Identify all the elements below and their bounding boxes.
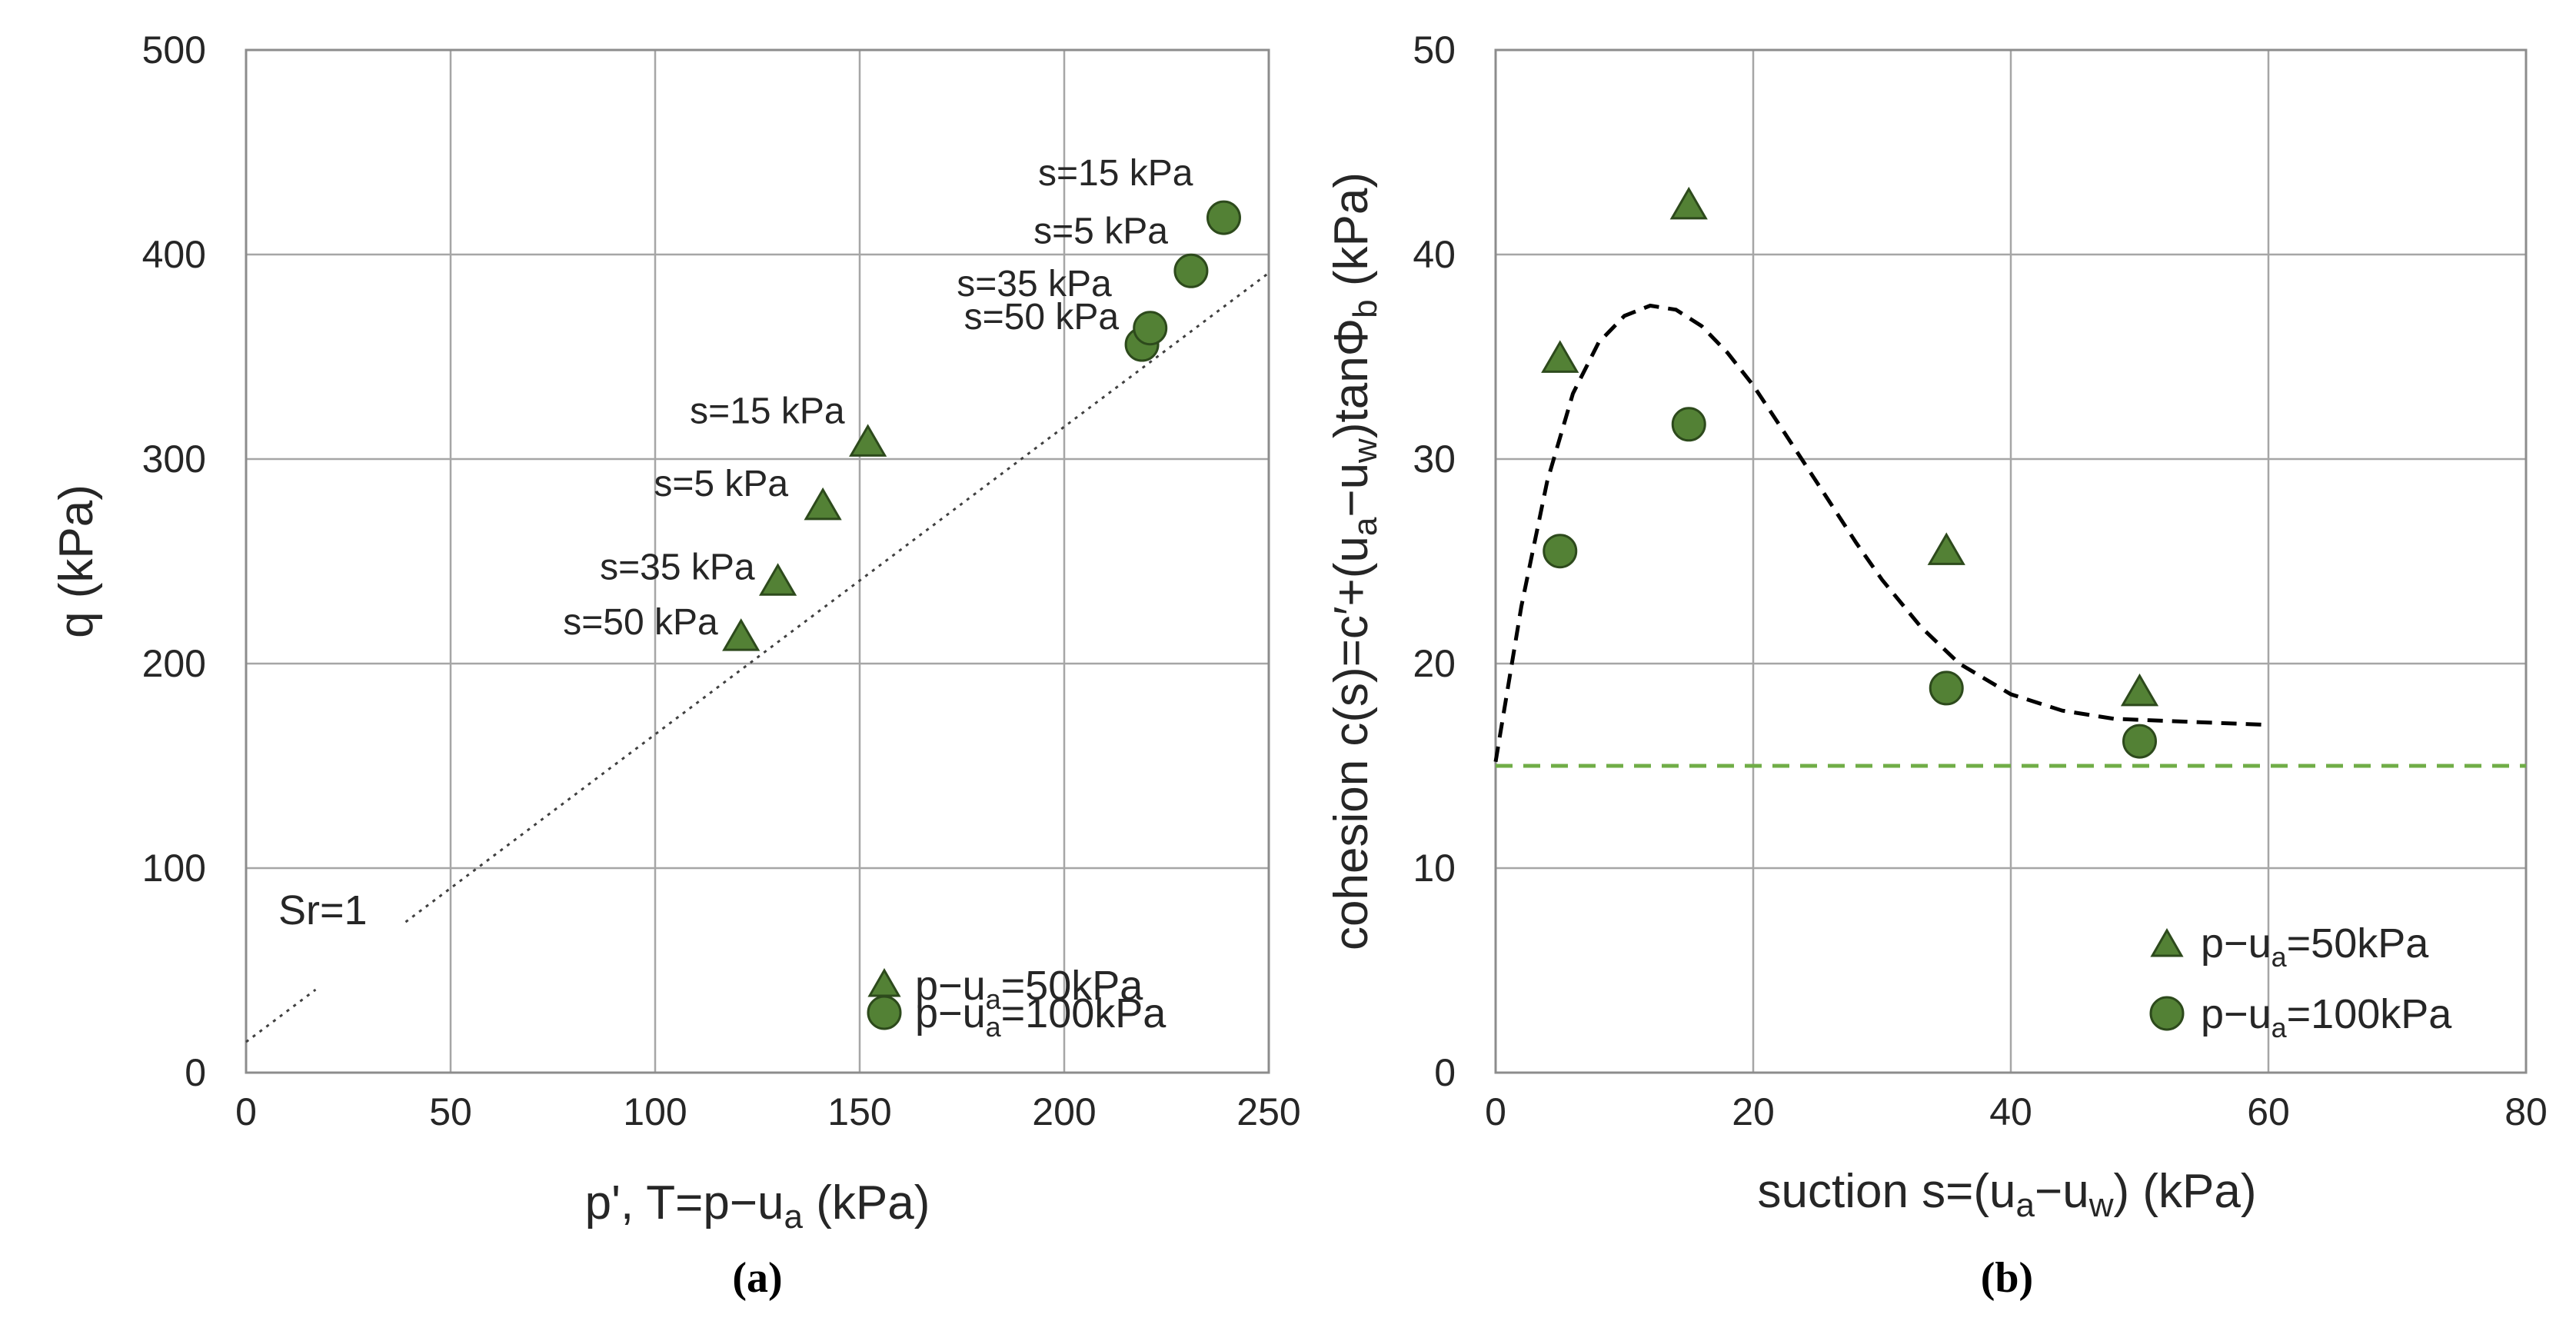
circle-point bbox=[2122, 724, 2157, 759]
legend-a: p−ua=50kPa p−ua=100kPa bbox=[867, 963, 1167, 1043]
suction-annotation: s=50 kPa bbox=[964, 297, 1120, 338]
x-tick-label: 40 bbox=[1989, 1090, 2032, 1133]
sr1-line-segment bbox=[245, 988, 317, 1043]
circle-point bbox=[1543, 534, 1578, 569]
x-tick-label: 150 bbox=[827, 1090, 891, 1133]
y-tick-label: 0 bbox=[185, 1051, 206, 1094]
circle-point bbox=[1133, 311, 1168, 346]
x-tick-label: 60 bbox=[2247, 1090, 2290, 1133]
circle-point bbox=[1206, 200, 1241, 235]
legend-label-100kpa: p−ua=100kPa bbox=[2201, 991, 2452, 1043]
y-tick-label: 400 bbox=[142, 233, 206, 276]
plot-frame-b bbox=[1494, 48, 2528, 1074]
curves-b bbox=[1493, 303, 2526, 768]
circle-point bbox=[1671, 407, 1706, 442]
x-tick-label: 20 bbox=[1732, 1090, 1775, 1133]
y-tick-label: 300 bbox=[142, 438, 206, 481]
x-axis-label-b: suction s=(ua−uw) (kPa) bbox=[1758, 1165, 2257, 1224]
y-tick-label: 40 bbox=[1413, 233, 1456, 276]
sr1-line-segment bbox=[404, 271, 1270, 923]
x-tick-label: 0 bbox=[235, 1090, 257, 1133]
triangle-point bbox=[1927, 532, 1965, 565]
data-markers-b bbox=[1541, 186, 2159, 759]
legend-circle-marker bbox=[2149, 996, 2185, 1031]
grid-b bbox=[1496, 50, 2526, 1073]
caption-a: (a) bbox=[732, 1254, 782, 1302]
x-tick-label: 250 bbox=[1236, 1090, 1300, 1133]
y-tick-label: 0 bbox=[1434, 1051, 1456, 1094]
triangle-point bbox=[722, 618, 760, 651]
y-axis-label-b: cohesion c(s)=c′+(ua−uw)tanΦb (kPa) bbox=[1325, 172, 1384, 950]
x-tick-label: 80 bbox=[2504, 1090, 2548, 1133]
suction-annotation: s=15 kPa bbox=[1038, 153, 1193, 194]
data-markers-a bbox=[722, 200, 1241, 651]
chart-panel-b: 0 20 40 60 80 0 10 20 30 40 50 p−ua=50kPa p−ua=100… bbox=[1325, 28, 2548, 1302]
x-tick-label: 50 bbox=[429, 1090, 472, 1133]
sr1-reference-line bbox=[245, 271, 1270, 1043]
triangle-point bbox=[1541, 340, 1579, 373]
cohesion-fit-curve bbox=[1493, 303, 2269, 763]
y-axis-label-a: q (kPa) bbox=[50, 484, 103, 638]
triangle-point bbox=[1669, 186, 1708, 220]
legend-label-100kpa: p−ua=100kPa bbox=[915, 990, 1167, 1043]
triangle-point bbox=[849, 424, 887, 457]
y-tick-label: 50 bbox=[1413, 28, 1456, 72]
circle-point bbox=[1173, 253, 1209, 288]
legend-triangle-marker bbox=[867, 967, 901, 997]
x-tick-label: 0 bbox=[1485, 1090, 1506, 1133]
legend-label-50kpa: p−ua=50kPa bbox=[915, 963, 1143, 1015]
plot-frame-a bbox=[245, 48, 1270, 1074]
x-axis-label-a: p', T=p−ua (kPa) bbox=[585, 1176, 930, 1236]
sr1-label: Sr=1 bbox=[278, 887, 368, 933]
y-tick-label: 10 bbox=[1413, 847, 1456, 890]
caption-b: (b) bbox=[1981, 1254, 2033, 1302]
triangle-point bbox=[2120, 673, 2159, 707]
circle-point bbox=[1929, 670, 1964, 706]
y-tick-label: 20 bbox=[1413, 642, 1456, 685]
tick-labels-a: 0 50 100 150 200 250 0 100 200 300 400 500 bbox=[142, 28, 1301, 1133]
x-tick-label: 200 bbox=[1032, 1090, 1096, 1133]
legend-circle-marker bbox=[867, 995, 902, 1030]
y-tick-label: 200 bbox=[142, 642, 206, 685]
suction-annotation: s=50 kPa bbox=[563, 602, 718, 643]
suction-annotation: s=5 kPa bbox=[654, 464, 788, 504]
legend-triangle-marker bbox=[2150, 927, 2184, 957]
triangle-point bbox=[804, 487, 842, 521]
legend-b: p−ua=50kPa p−ua=100kPa bbox=[2149, 920, 2452, 1043]
suction-annotation: s=35 kPa bbox=[600, 547, 755, 587]
tick-labels-b: 0 20 40 60 80 0 10 20 30 40 50 bbox=[1413, 28, 2547, 1133]
x-tick-label: 100 bbox=[623, 1090, 687, 1133]
y-tick-label: 30 bbox=[1413, 438, 1456, 481]
chart-panel-a: 0 50 100 150 200 250 0 100 200 300 400 500 s=50 kPa… bbox=[50, 28, 1301, 1302]
suction-annotation: s=5 kPa bbox=[1033, 211, 1168, 251]
legend-label-50kpa: p−ua=50kPa bbox=[2201, 920, 2429, 973]
y-tick-label: 500 bbox=[142, 28, 206, 72]
suction-annotation: s=35 kPa bbox=[957, 264, 1112, 304]
triangle-point bbox=[758, 563, 797, 596]
suction-annotation: s=15 kPa bbox=[690, 391, 845, 431]
y-tick-label: 100 bbox=[142, 847, 206, 890]
grid-a bbox=[246, 50, 1269, 1073]
